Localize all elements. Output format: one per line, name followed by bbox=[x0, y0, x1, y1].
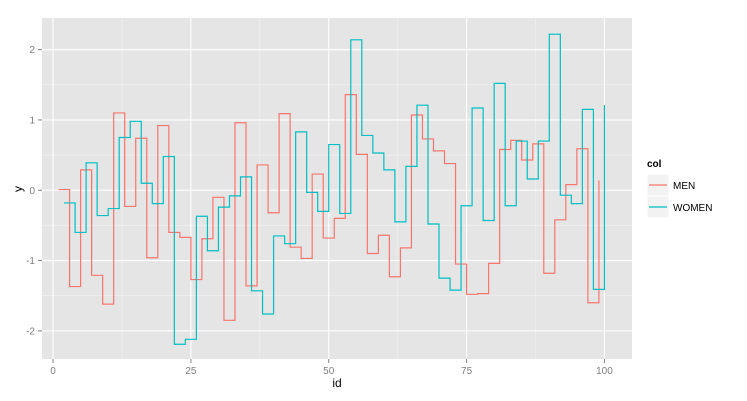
x-axis-title: id bbox=[332, 376, 341, 390]
x-tick-label: 50 bbox=[323, 366, 335, 377]
x-tick-label: 0 bbox=[50, 366, 56, 377]
x-tick-label: 25 bbox=[185, 366, 197, 377]
minor-gridlines bbox=[42, 18, 632, 359]
legend-label-men: MEN bbox=[673, 181, 695, 192]
legend-label-women: WOMEN bbox=[673, 203, 712, 214]
plot-panel bbox=[42, 18, 632, 359]
y-tick-label: -1 bbox=[26, 256, 35, 267]
y-tick-label: 0 bbox=[29, 186, 35, 197]
x-axis-ticks: 0 25 50 75 100 bbox=[50, 359, 613, 377]
series-layer bbox=[58, 33, 606, 345]
y-tick-label: 2 bbox=[29, 45, 35, 56]
y-tick-label: -2 bbox=[26, 326, 35, 337]
series-line-men bbox=[58, 94, 600, 321]
y-axis-ticks: -2 -1 0 1 2 bbox=[26, 45, 42, 337]
x-tick-label: 75 bbox=[461, 366, 473, 377]
x-tick-label: 100 bbox=[596, 366, 613, 377]
legend: col MEN WOMEN bbox=[646, 159, 712, 219]
y-tick-label: 1 bbox=[29, 115, 35, 126]
y-axis-title: y bbox=[11, 186, 25, 192]
legend-title: col bbox=[647, 159, 662, 170]
series-line-women bbox=[64, 33, 606, 345]
